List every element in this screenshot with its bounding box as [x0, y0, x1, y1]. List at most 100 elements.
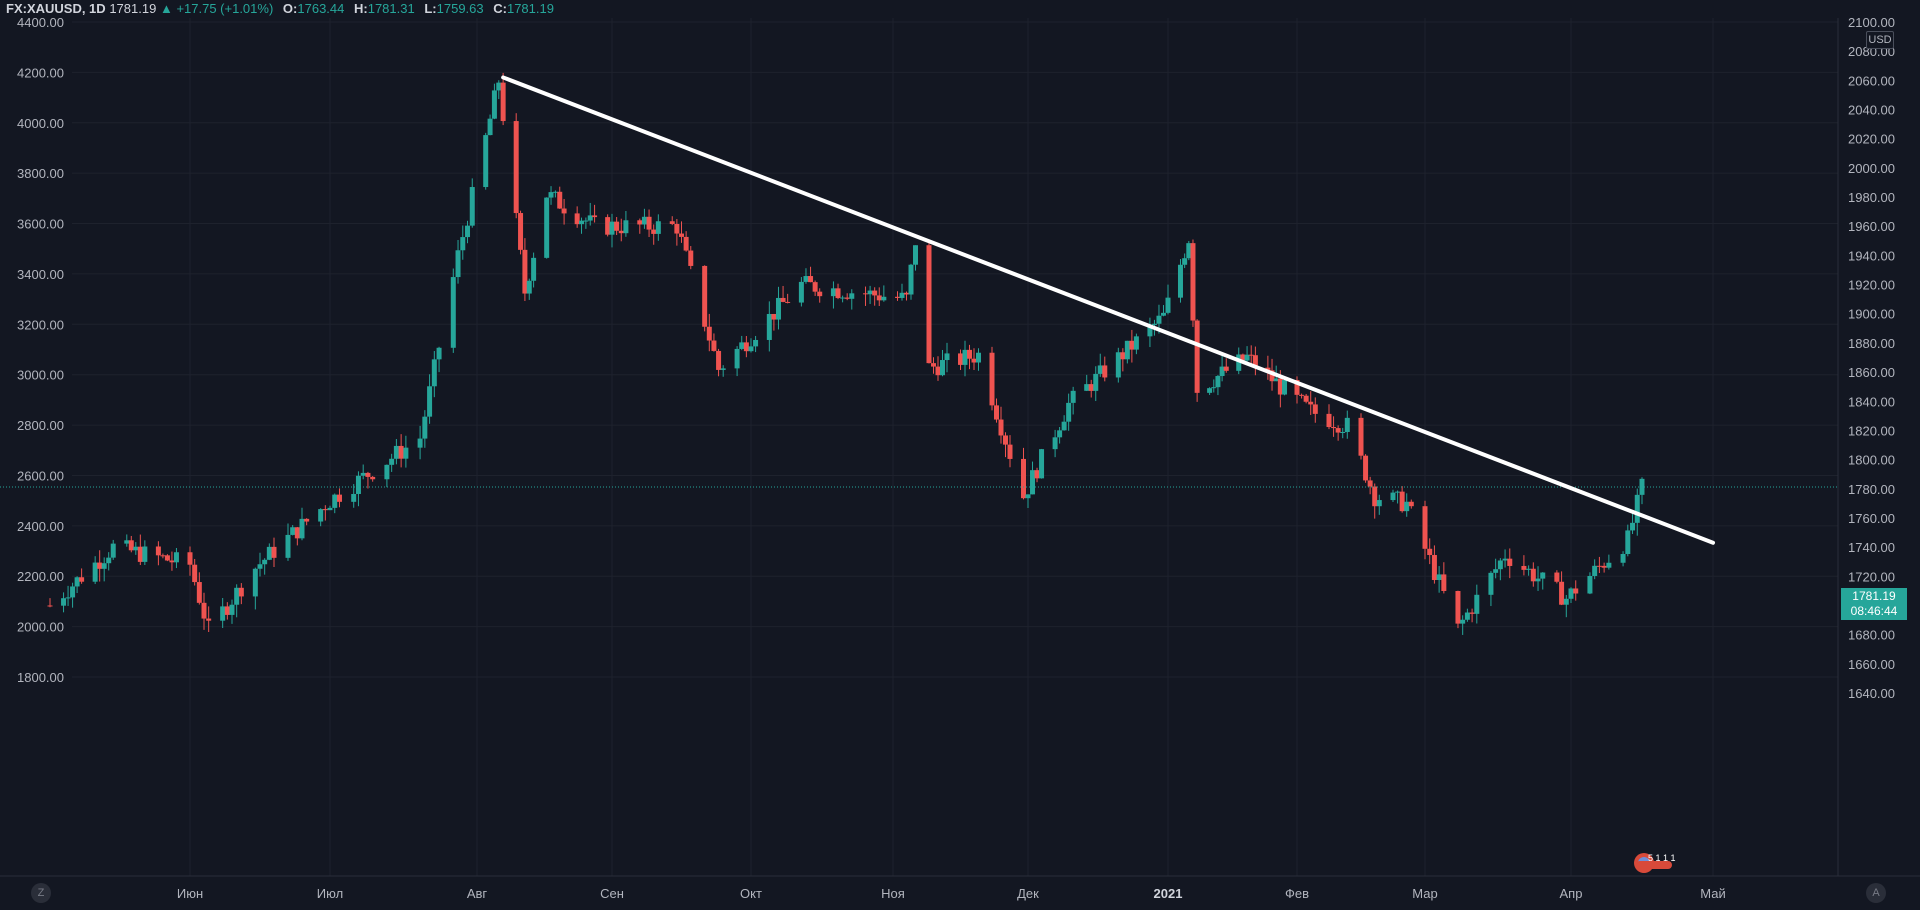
candle-body: [526, 280, 532, 294]
candle-body: [623, 220, 629, 234]
candle-body: [266, 546, 272, 560]
candle-body: [989, 352, 995, 406]
left-tick-label: 1800.00: [17, 670, 64, 685]
candle-body: [1269, 370, 1275, 382]
candle-body: [74, 577, 80, 587]
right-tick-label: 2060.00: [1848, 73, 1895, 88]
high-value: 1781.31: [367, 1, 415, 16]
right-tick-label: 1920.00: [1848, 278, 1895, 293]
candle-body: [483, 135, 489, 188]
candle-body: [61, 598, 67, 606]
candle-body: [1120, 352, 1126, 360]
candle-body: [618, 230, 624, 234]
candle-body: [674, 223, 680, 234]
candle-body: [531, 257, 537, 281]
right-tick-label: 1900.00: [1848, 307, 1895, 322]
trendline[interactable]: [501, 75, 1715, 545]
candle-body: [1331, 427, 1337, 429]
right-tick-label: 1880.00: [1848, 336, 1895, 351]
candle-body: [780, 297, 786, 302]
candle-body: [688, 250, 694, 266]
zoom-reset-button[interactable]: Z: [31, 883, 51, 903]
candle-body: [812, 282, 818, 292]
auto-scale-button[interactable]: A: [1866, 883, 1886, 903]
candle-body: [1021, 458, 1026, 499]
candle-body: [1236, 354, 1242, 371]
candle-body: [835, 288, 841, 299]
candle-body: [403, 447, 409, 459]
candle-body: [1244, 354, 1250, 361]
right-tick-label: 2020.00: [1848, 132, 1895, 147]
left-tick-label: 4000.00: [17, 116, 64, 131]
candle-body: [998, 419, 1004, 436]
candle-body: [398, 445, 404, 459]
candle-body: [808, 276, 814, 283]
candle-body: [1436, 574, 1442, 581]
candle-body: [1422, 506, 1428, 549]
candle-body: [1464, 612, 1470, 620]
candle-body: [1395, 491, 1401, 493]
candle-body: [513, 121, 519, 214]
candle-body: [1404, 501, 1410, 512]
candle-body: [1151, 323, 1157, 325]
candle-body: [1025, 494, 1031, 499]
candle-body: [579, 220, 585, 225]
symbol-name[interactable]: FX:XAUUSD, 1D: [6, 1, 106, 16]
candle-body: [1427, 548, 1433, 556]
candle-body: [257, 564, 263, 569]
left-tick-label: 4200.00: [17, 65, 64, 80]
candle-body: [1568, 588, 1574, 599]
right-tick-label: 1800.00: [1848, 453, 1895, 468]
currency-label[interactable]: USD: [1866, 31, 1894, 49]
right-tick-label: 2000.00: [1848, 161, 1895, 176]
candle-body: [803, 276, 809, 282]
right-tick-label: 1820.00: [1848, 423, 1895, 438]
candle-body: [417, 438, 423, 448]
candle-body: [592, 215, 598, 218]
candle-body: [1358, 417, 1364, 456]
candle-body: [935, 366, 941, 376]
candle-body: [1182, 258, 1188, 265]
candle-body: [92, 562, 98, 582]
candle-body: [1559, 581, 1565, 605]
candle-body: [290, 527, 296, 535]
time-axis: Июн Июл Авг Сен Окт Ноя Дек 2021 Фев Мар Апр Май: [177, 886, 1726, 901]
candle-body: [1177, 264, 1183, 298]
candle-body: [1340, 431, 1346, 433]
candle-body: [1061, 421, 1067, 431]
candle-body: [655, 221, 661, 234]
left-tick-label: 3400.00: [17, 267, 64, 282]
candle-body: [431, 359, 437, 387]
candle-body: [1620, 553, 1626, 563]
candle-body: [427, 386, 433, 417]
candle-body: [1390, 492, 1396, 501]
left-price-axis: 4400.00 4200.00 4000.00 3800.00 3600.00 3400.…: [17, 15, 64, 685]
candle-body: [384, 464, 390, 480]
candle-body: [1034, 470, 1040, 479]
candle-body: [637, 220, 643, 225]
economic-events-icon[interactable]: 5 1 1 1: [1632, 850, 1676, 876]
candle-body: [711, 340, 717, 351]
candle-body: [169, 560, 175, 563]
candle-body: [544, 197, 550, 258]
candle-body: [142, 546, 148, 562]
candle-body: [944, 353, 950, 361]
candle-body: [155, 546, 161, 556]
right-tick-label: 1740.00: [1848, 540, 1895, 555]
candle-body: [1129, 340, 1135, 350]
candle-body: [224, 606, 230, 615]
candle-body: [614, 221, 620, 231]
candle-body: [1530, 568, 1536, 582]
candle-body: [913, 245, 918, 265]
candle-body: [716, 350, 722, 370]
time-label: 2021: [1154, 886, 1183, 901]
candle-body: [522, 249, 528, 294]
candle-body: [895, 296, 900, 298]
candle-body: [609, 221, 615, 235]
candle-body: [771, 313, 777, 320]
time-label: Мар: [1412, 886, 1437, 901]
candle-body: [128, 540, 134, 551]
right-tick-label: 1760.00: [1848, 511, 1895, 526]
right-tick-label: 1940.00: [1848, 248, 1895, 263]
